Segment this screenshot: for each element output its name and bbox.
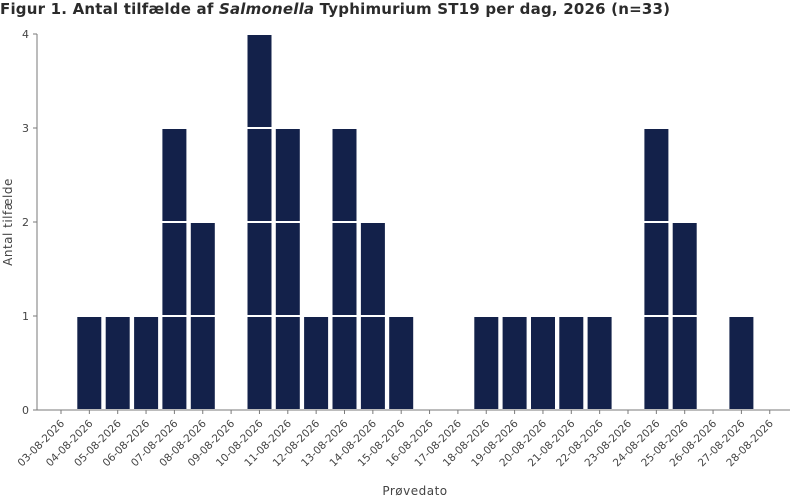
bar-segment-10-08-2026-2 [245,221,274,317]
title-organism: Salmonella [218,0,315,18]
x-ticks-group: 03-08-202604-08-202605-08-202606-08-2026… [15,410,776,469]
bar-segment-11-08-2026-2 [273,221,302,317]
bar-segment-24-08-2026-1 [642,315,671,411]
bar-segment-20-08-2026-1 [529,315,557,411]
bar-segment-11-08-2026-3 [273,127,302,223]
y-tick-label-1: 1 [22,310,29,323]
bar-segment-13-08-2026-3 [330,127,359,223]
bar-segment-14-08-2026-1 [358,315,387,411]
bar-segment-22-08-2026-1 [585,315,614,411]
bar-segment-19-08-2026-1 [500,315,529,411]
bar-segment-18-08-2026-1 [472,315,501,411]
bar-segment-07-08-2026-2 [160,221,189,317]
bar-segment-27-08-2026-1 [727,315,756,411]
bar-segment-15-08-2026-1 [387,315,416,411]
y-tick-label-2: 2 [22,216,29,229]
bar-segment-08-08-2026-1 [188,315,217,411]
bar-segment-10-08-2026-1 [245,315,274,411]
y-ticks-group: 0 1 2 3 4 [22,28,37,417]
bar-segment-14-08-2026-2 [358,221,387,317]
y-tick-label-0: 0 [22,404,29,417]
bar-segment-10-08-2026-4 [245,33,274,129]
bar-segment-07-08-2026-3 [160,127,189,223]
bar-segment-07-08-2026-1 [160,315,189,411]
title-prefix: Figur 1. Antal tilfælde af [0,0,219,18]
title-suffix: Typhimurium ST19 per dag, 2026 (n=33) [314,0,671,18]
bar-segment-06-08-2026-1 [132,315,161,411]
bar-segment-21-08-2026-1 [557,315,586,411]
bar-segment-24-08-2026-2 [642,221,671,317]
y-axis-label: Antal tilfælde [1,178,15,266]
bar-segment-11-08-2026-1 [273,315,302,411]
bar-segment-13-08-2026-2 [330,221,359,317]
bar-segment-12-08-2026-1 [302,315,331,411]
bar-segment-25-08-2026-1 [670,315,699,411]
y-tick-label-4: 4 [22,28,29,41]
chart-title: Figur 1. Antal tilfælde af Salmonella Ty… [0,0,800,24]
bar-segment-24-08-2026-3 [642,127,671,223]
bar-segment-10-08-2026-3 [245,127,274,223]
bar-segment-04-08-2026-1 [75,315,104,411]
bar-segment-13-08-2026-1 [330,315,359,411]
bars-group [75,33,756,411]
bar-segment-05-08-2026-1 [103,315,132,411]
bar-segment-25-08-2026-2 [670,221,699,317]
x-axis-label: Prøvedato [382,484,447,498]
bar-segment-08-08-2026-2 [188,221,217,317]
y-tick-label-3: 3 [22,122,29,135]
